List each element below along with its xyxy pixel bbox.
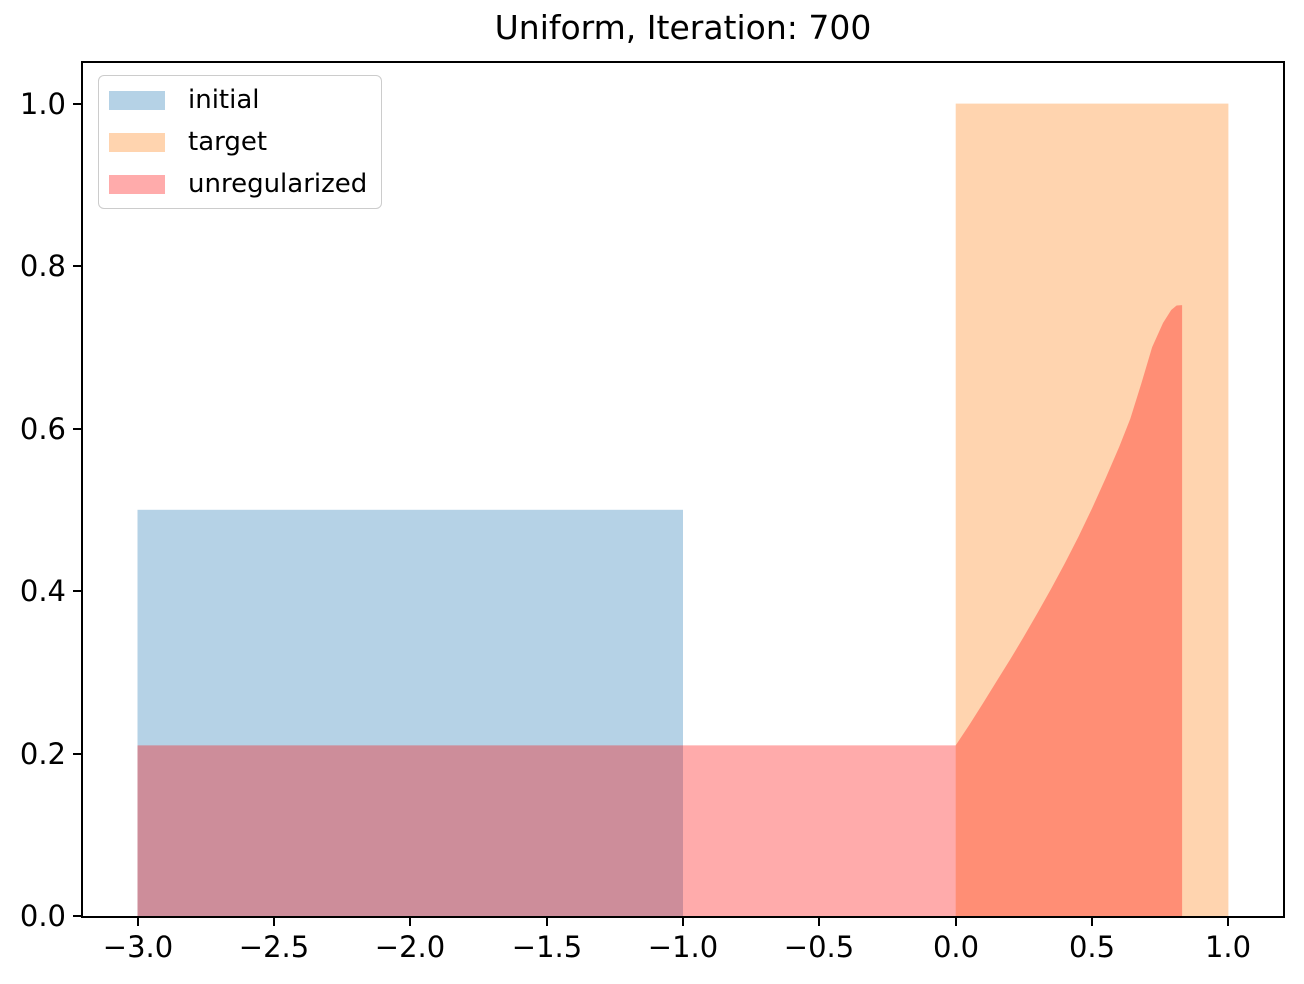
legend-row-initial: initial <box>109 79 367 121</box>
x-tick-mark <box>1227 918 1229 926</box>
x-tick-mark <box>955 918 957 926</box>
legend-label: target <box>188 127 268 157</box>
y-tick-mark <box>73 753 81 755</box>
y-tick-mark <box>73 103 81 105</box>
x-tick-mark <box>546 918 548 926</box>
x-tick-label: −3.0 <box>102 930 174 964</box>
x-tick-mark <box>273 918 275 926</box>
x-tick-label: 1.0 <box>1204 930 1252 964</box>
x-tick-label: 0.0 <box>932 930 980 964</box>
legend-items: initial target unregularized <box>109 79 367 205</box>
legend-label: unregularized <box>188 169 368 199</box>
x-tick-mark <box>409 918 411 926</box>
x-tick-label: −0.5 <box>783 930 855 964</box>
x-tick-label: −2.5 <box>238 930 310 964</box>
axes <box>81 61 1285 918</box>
x-tick-mark <box>682 918 684 926</box>
legend-swatch-target <box>109 132 165 152</box>
y-tick-mark <box>73 428 81 430</box>
legend-swatch-unregularized <box>109 174 165 194</box>
y-tick-label: 0.8 <box>19 249 66 283</box>
plot-area <box>137 103 1229 916</box>
series-target <box>955 103 1229 916</box>
x-tick-mark <box>818 918 820 926</box>
series-initial <box>137 509 683 916</box>
legend-swatch-initial <box>109 90 165 110</box>
x-tick-label: −2.0 <box>374 930 446 964</box>
y-tick-label: 0.6 <box>19 412 66 446</box>
y-tick-label: 0.0 <box>19 899 66 933</box>
chart-title: Uniform, Iteration: 700 <box>494 8 872 47</box>
y-tick-label: 0.2 <box>19 737 66 771</box>
y-tick-label: 1.0 <box>19 87 66 121</box>
x-tick-label: −1.5 <box>511 930 583 964</box>
x-tick-label: −1.0 <box>647 930 719 964</box>
y-tick-label: 0.4 <box>19 574 66 608</box>
x-tick-label: 0.5 <box>1068 930 1116 964</box>
x-tick-mark <box>1091 918 1093 926</box>
legend-row-unregularized: unregularized <box>109 163 367 205</box>
series-unregularized <box>137 305 1183 916</box>
x-tick-mark <box>137 918 139 926</box>
y-tick-mark <box>73 915 81 917</box>
y-tick-mark <box>73 265 81 267</box>
legend-label: initial <box>188 85 260 115</box>
y-tick-mark <box>73 590 81 592</box>
legend-row-target: target <box>109 121 367 163</box>
legend: initial target unregularized <box>98 75 383 209</box>
